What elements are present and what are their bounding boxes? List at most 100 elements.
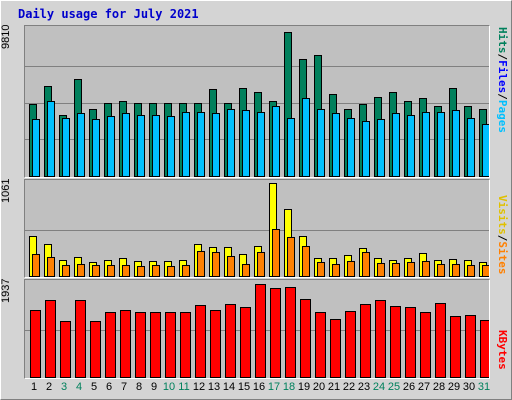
sites-bar-17 — [272, 229, 280, 277]
sites-bar-24 — [377, 263, 385, 277]
kbytes-bar-27 — [420, 312, 431, 378]
day-label-13: 13 — [207, 381, 221, 393]
files-bar-11 — [182, 112, 190, 177]
files-bar-13 — [212, 113, 220, 177]
day-label-11: 11 — [178, 381, 190, 393]
day-label-14: 14 — [222, 381, 236, 393]
files-bar-26 — [407, 115, 415, 177]
sites-bar-26 — [407, 262, 415, 277]
day-label-21: 21 — [327, 381, 341, 393]
kbytes-bar-4 — [75, 300, 86, 378]
kbytes-legend: KBytes — [493, 330, 509, 378]
legend-slash-2: / — [496, 93, 509, 100]
legend-files: Files — [496, 60, 509, 94]
sites-bar-8 — [137, 266, 145, 277]
kbytes-bar-26 — [405, 307, 416, 378]
sites-bar-12 — [197, 251, 205, 277]
files-bar-15 — [242, 110, 250, 177]
day-label-20: 20 — [312, 381, 326, 393]
files-bar-10 — [167, 116, 175, 177]
kbytes-ymax-label: 1937 — [0, 279, 12, 304]
sites-bar-22 — [347, 261, 355, 277]
files-bar-8 — [137, 115, 145, 177]
sites-bar-14 — [227, 256, 235, 277]
kbytes-bar-1 — [30, 310, 41, 378]
legend-kbytes: KBytes — [496, 330, 509, 370]
files-bar-4 — [77, 113, 85, 177]
day-label-17: 17 — [267, 381, 281, 393]
files-bar-18 — [287, 118, 295, 177]
kbytes-bar-12 — [195, 305, 206, 378]
day-label-22: 22 — [342, 381, 356, 393]
files-bar-22 — [347, 118, 355, 177]
kbytes-bar-13 — [210, 310, 221, 378]
day-label-3: 3 — [60, 381, 68, 393]
day-label-15: 15 — [237, 381, 251, 393]
day-label-29: 29 — [447, 381, 461, 393]
kbytes-bar-23 — [360, 304, 371, 378]
legend-slash-3: / — [496, 234, 509, 242]
legend-pages: Pages — [496, 99, 509, 133]
files-bar-21 — [332, 113, 340, 177]
sites-bar-31 — [482, 265, 489, 277]
sites-bar-7 — [122, 265, 130, 277]
files-bar-19 — [302, 98, 310, 177]
files-bar-25 — [392, 113, 400, 177]
day-label-27: 27 — [417, 381, 431, 393]
sites-bar-11 — [182, 265, 190, 277]
day-label-6: 6 — [105, 381, 113, 393]
files-bar-14 — [227, 109, 235, 177]
day-label-31: 31 — [477, 381, 491, 393]
sites-bar-10 — [167, 266, 175, 277]
files-bar-1 — [32, 119, 40, 177]
visits-sites-legend: Visits/Sites — [493, 195, 509, 277]
day-label-8: 8 — [135, 381, 143, 393]
kbytes-panel — [24, 279, 490, 379]
sites-bar-6 — [107, 265, 115, 277]
kbytes-bar-6 — [105, 312, 116, 378]
hits-files-pages-plot — [25, 32, 489, 177]
files-bar-12 — [197, 112, 205, 177]
kbytes-bar-9 — [150, 312, 161, 378]
legend-sites: Sites — [496, 241, 509, 275]
kbytes-bar-17 — [270, 288, 281, 378]
day-axis: 1 2 3 4 5 6 7 8 9 10 11 12 13 14 15 16 17 18 19 20 21 22 23 24 2… — [24, 381, 490, 397]
kbytes-bar-8 — [135, 312, 146, 378]
kbytes-bar-24 — [375, 300, 386, 378]
kbytes-bar-3 — [60, 321, 71, 378]
kbytes-bar-22 — [345, 311, 356, 378]
sites-bar-30 — [467, 265, 475, 277]
files-bar-23 — [362, 121, 370, 177]
files-bar-9 — [152, 115, 160, 177]
day-label-23: 23 — [357, 381, 371, 393]
kbytes-bar-31 — [480, 320, 489, 378]
files-bar-7 — [122, 113, 130, 177]
kbytes-bar-7 — [120, 310, 131, 378]
files-bar-16 — [257, 112, 265, 177]
files-bar-5 — [92, 119, 100, 177]
kbytes-bar-10 — [165, 312, 176, 378]
sites-bar-4 — [77, 264, 85, 277]
kbytes-bar-21 — [330, 319, 341, 378]
files-bar-6 — [107, 116, 115, 177]
files-bar-17 — [272, 106, 280, 177]
sites-bar-3 — [62, 265, 70, 277]
kbytes-bar-2 — [45, 300, 56, 378]
files-bar-28 — [437, 112, 445, 177]
sites-bar-27 — [422, 261, 430, 277]
files-bar-24 — [377, 119, 385, 177]
sites-bar-28 — [437, 264, 445, 277]
files-bar-3 — [62, 118, 70, 177]
kbytes-bar-14 — [225, 304, 236, 378]
day-label-28: 28 — [432, 381, 446, 393]
files-bar-27 — [422, 112, 430, 177]
legend-slash-1: / — [496, 53, 509, 61]
day-label-2: 2 — [45, 381, 53, 393]
kbytes-bar-28 — [435, 303, 446, 378]
kbytes-bar-11 — [180, 312, 191, 378]
day-label-18: 18 — [282, 381, 296, 393]
kbytes-bar-18 — [285, 287, 296, 378]
visits-ymax-label: 1061 — [0, 179, 12, 204]
files-bar-20 — [317, 109, 325, 177]
sites-bar-19 — [302, 246, 310, 277]
